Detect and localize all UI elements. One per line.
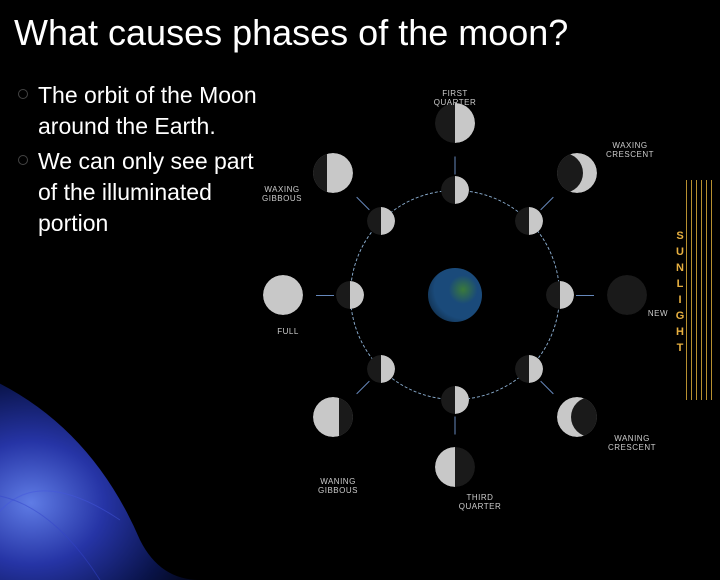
orbit-moon [367,207,395,235]
orbit-moon [441,386,469,414]
sun-ray [706,180,707,400]
sunlight-letter: L [674,278,686,290]
sun-ray [686,180,687,400]
radial-tick [540,381,553,394]
phase-moon [313,153,353,193]
earth [428,268,482,322]
bullet-list: The orbit of the Moon around the Earth. … [18,80,258,243]
sun-ray [711,180,712,400]
bullet-item: The orbit of the Moon around the Earth. [18,80,258,142]
phase-label: WAXING CRESCENT [595,142,665,160]
sunlight-letter: I [674,294,686,306]
phase-label: WANING CRESCENT [597,435,667,453]
sunlight-letter: N [674,262,686,274]
orbit-moon [515,355,543,383]
orbit-moon [546,281,574,309]
sun-ray [696,180,697,400]
phase-label: THIRD QUARTER [445,494,515,512]
phase-label: WANING GIBBOUS [303,478,373,496]
phase-label: FIRST QUARTER [420,90,490,108]
sunlight-letter: H [674,326,686,338]
radial-tick [316,295,334,296]
sun-ray [691,180,692,400]
bullet-item: We can only see part of the illuminated … [18,146,258,239]
phase-moon [435,447,475,487]
bullet-icon [18,155,28,165]
phases-diagram: NEWWAXING CRESCENTFIRST QUARTERWAXING GI… [265,80,720,510]
phase-label: WAXING GIBBOUS [247,186,317,204]
bullet-text: The orbit of the Moon around the Earth. [38,82,257,139]
phase-label: FULL [253,328,323,337]
sunlight-letter: T [674,342,686,354]
sun-ray [701,180,702,400]
slide-title: What causes phases of the moon? [14,12,568,54]
phase-moon [263,275,303,315]
radial-tick [455,417,456,435]
orbit-moon [336,281,364,309]
radial-tick [356,197,369,210]
phase-moon [557,153,597,193]
phase-moon [313,397,353,437]
phase-moon [435,103,475,143]
sunlight-letter: S [674,230,686,242]
radial-tick [455,157,456,175]
orbit-moon [441,176,469,204]
bullet-text: We can only see part of the illuminated … [38,148,254,236]
radial-tick [576,295,594,296]
corner-arc-decoration [0,320,200,580]
orbit-moon [515,207,543,235]
radial-tick [540,197,553,210]
phase-moon [557,397,597,437]
orbit-moon [367,355,395,383]
sunlight-letter: G [674,310,686,322]
radial-tick [356,381,369,394]
phase-moon [607,275,647,315]
bullet-icon [18,89,28,99]
sunlight-letter: U [674,246,686,258]
